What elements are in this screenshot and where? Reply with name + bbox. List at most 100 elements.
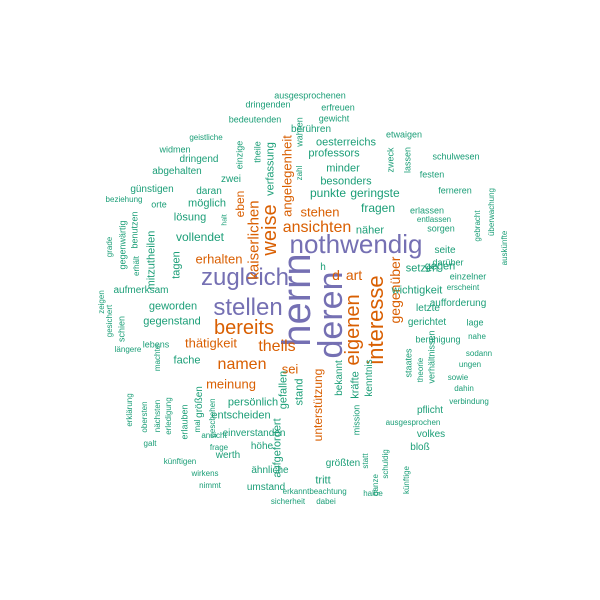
cloud-word: erfreuen: [321, 102, 355, 113]
cloud-word: auskünfte: [500, 230, 509, 266]
cloud-word: theile: [252, 141, 263, 163]
cloud-word: halbe: [363, 489, 383, 498]
cloud-word: ausgesprochenen: [274, 90, 346, 101]
cloud-word: längere: [114, 345, 142, 354]
cloud-word: werth: [215, 450, 241, 461]
cloud-word: schulwesen: [432, 151, 480, 162]
cloud-word: schien: [116, 315, 127, 343]
cloud-word: frage: [209, 443, 229, 452]
cloud-word: gegenstand: [143, 315, 201, 328]
cloud-word: eigenen: [342, 294, 364, 366]
cloud-word: dahin: [454, 384, 474, 393]
cloud-word: d: [332, 267, 340, 283]
cloud-word: beruhigung: [415, 334, 461, 345]
cloud-word: thätigkeit: [184, 335, 238, 351]
cloud-word: fragen: [360, 201, 396, 215]
cloud-word: theorie: [416, 357, 425, 383]
cloud-word: lage: [466, 317, 484, 328]
cloud-word: erlassen: [409, 205, 445, 216]
cloud-word: statt: [361, 453, 370, 469]
cloud-word: verhältnissen: [426, 330, 437, 384]
cloud-word: persönlich: [227, 396, 279, 409]
cloud-word: geringste: [350, 186, 400, 200]
cloud-word: orte: [151, 199, 167, 210]
cloud-word: stellen: [213, 294, 283, 321]
cloud-word: besonders: [320, 175, 372, 188]
cloud-word: tagen: [170, 251, 183, 279]
cloud-word: sodann: [465, 349, 493, 358]
cloud-word: mitzutheilen: [145, 230, 158, 290]
cloud-word: nächsten: [153, 399, 162, 433]
cloud-word: kaiserlichen: [245, 200, 263, 280]
cloud-word: tritt: [315, 474, 331, 487]
cloud-word: obersten: [140, 401, 149, 433]
cloud-word: dringenden: [245, 99, 291, 110]
cloud-word: namen: [217, 356, 267, 373]
cloud-word: erhält: [132, 255, 141, 277]
cloud-word: etwaigen: [385, 129, 423, 140]
cloud-word: höhe: [250, 441, 274, 452]
cloud-word: letzte: [416, 303, 440, 314]
cloud-word: ferneren: [438, 185, 472, 196]
cloud-word: möglich: [188, 197, 226, 210]
cloud-word: beziehung: [105, 195, 143, 204]
cloud-word: wirkens: [191, 469, 219, 478]
cloud-word: unterstützung: [311, 368, 325, 442]
cloud-word: ähnliche: [251, 465, 289, 476]
cloud-word: volkes: [416, 429, 446, 440]
cloud-word: gegen: [424, 260, 456, 273]
cloud-word: entscheiden: [211, 409, 271, 422]
cloud-word: angelegenheit: [279, 135, 295, 217]
cloud-word: größten: [325, 458, 361, 469]
cloud-word: punkte: [309, 186, 347, 200]
cloud-word: aufmerksam: [113, 285, 169, 296]
cloud-word: größen: [194, 386, 205, 418]
cloud-word: fache: [173, 354, 201, 367]
cloud-word: oesterreichs: [316, 136, 376, 149]
cloud-word: nahe: [468, 332, 486, 341]
cloud-word: künftige: [402, 465, 411, 495]
cloud-word: lösung: [173, 211, 207, 224]
cloud-word: nothwendig: [289, 229, 423, 259]
cloud-word: geworden: [148, 300, 198, 313]
cloud-word: dabei: [316, 497, 336, 506]
cloud-word: künftigen: [163, 457, 197, 466]
cloud-word: gefallen: [277, 370, 290, 410]
cloud-word: näher: [355, 224, 385, 237]
cloud-word: sei: [281, 361, 299, 377]
cloud-word: professors: [308, 147, 360, 160]
cloud-word: wichtigkeit: [391, 284, 443, 297]
cloud-word: theils: [258, 338, 296, 355]
cloud-word: zweck: [385, 147, 396, 173]
cloud-word: daran: [196, 186, 222, 197]
cloud-word: stehen: [300, 204, 340, 220]
cloud-word: einzige: [234, 140, 245, 170]
cloud-word: zugleich: [200, 264, 290, 291]
cloud-word: entlassen: [416, 215, 452, 224]
cloud-word: erhalten: [195, 251, 243, 267]
cloud-word: pflicht: [416, 405, 444, 416]
cloud-word: art: [345, 267, 363, 283]
cloud-word: schuldig: [381, 449, 390, 479]
cloud-word: weise: [259, 204, 281, 256]
cloud-word: erledigung: [164, 397, 173, 435]
cloud-word: sowie: [447, 373, 469, 382]
cloud-word: h: [320, 262, 326, 273]
cloud-word: zahl: [295, 165, 304, 181]
cloud-word: ausgesprochen: [385, 418, 441, 427]
cloud-word: günstigen: [130, 184, 174, 195]
cloud-word: gerichtet: [407, 317, 447, 328]
cloud-word: beachtung: [309, 487, 347, 496]
cloud-word: abgehalten: [152, 166, 202, 177]
cloud-word: mission: [351, 404, 362, 436]
cloud-word: machte: [153, 344, 162, 372]
cloud-word: verfassung: [264, 142, 277, 196]
cloud-word: überwachung: [487, 187, 496, 237]
cloud-word: eben: [233, 190, 247, 218]
cloud-word: halt: [221, 214, 229, 226]
cloud-word: einverstanden: [222, 428, 286, 439]
cloud-word: berühren: [290, 124, 332, 135]
cloud-word: staates: [403, 348, 414, 378]
cloud-word: lebens: [142, 339, 170, 350]
